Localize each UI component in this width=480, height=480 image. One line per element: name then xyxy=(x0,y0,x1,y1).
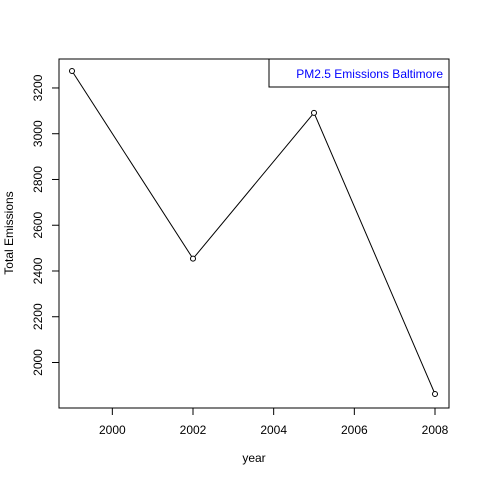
x-tick-label: 2000 xyxy=(99,423,126,437)
data-point xyxy=(311,109,317,116)
y-tick-label: 2000 xyxy=(31,349,45,376)
x-tick-label: 2006 xyxy=(341,423,368,437)
legend-box xyxy=(268,58,450,88)
y-axis: 2000 2200 2400 2600 2800 3000 3200 xyxy=(31,74,59,376)
data-point xyxy=(69,68,75,74)
data-point xyxy=(432,391,438,397)
x-tick-label: 2004 xyxy=(260,423,287,437)
data-points xyxy=(69,68,438,397)
x-axis: 2000 2002 2004 2006 2008 xyxy=(99,408,449,437)
x-axis-label: year xyxy=(242,451,265,465)
y-tick-label: 3000 xyxy=(31,120,45,147)
y-tick-label: 2400 xyxy=(31,257,45,284)
y-tick-label: 2200 xyxy=(31,303,45,330)
x-tick-label: 2002 xyxy=(180,423,207,437)
plot-frame xyxy=(58,58,450,409)
legend-label: PM2.5 Emissions Baltimore xyxy=(296,67,443,81)
x-tick-label: 2008 xyxy=(422,423,449,437)
data-point xyxy=(190,255,196,262)
y-tick-label: 2600 xyxy=(31,212,45,239)
y-tick-label: 3200 xyxy=(31,74,45,101)
y-axis-label: Total Emissions xyxy=(2,191,16,274)
series-line xyxy=(71,70,436,395)
y-tick-label: 2800 xyxy=(31,166,45,193)
legend: PM2.5 Emissions Baltimore xyxy=(268,58,450,88)
